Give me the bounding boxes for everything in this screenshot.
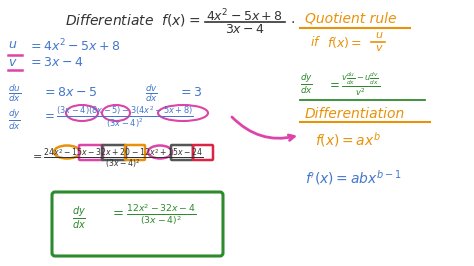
Text: $4x^2-5x+8$: $4x^2-5x+8$: [207, 8, 283, 24]
Text: $if$: $if$: [310, 35, 321, 49]
Text: $\frac{dy}{dx}$: $\frac{dy}{dx}$: [300, 72, 313, 96]
Text: $v$: $v$: [375, 43, 384, 53]
Text: $\frac{dv}{dx}$: $\frac{dv}{dx}$: [145, 82, 158, 104]
Text: $f'(x) = abx^{b-1}$: $f'(x) = abx^{b-1}$: [305, 168, 401, 187]
Text: $= 3$: $= 3$: [178, 86, 202, 99]
Text: $= \frac{(3x-4)(8x-5) - 3(4x^2-5x+8)}{(3x-4)^2}$: $= \frac{(3x-4)(8x-5) - 3(4x^2-5x+8)}{(3…: [42, 105, 194, 130]
Text: $= \frac{v\frac{du}{dx} - u\frac{dv}{dx}}{v^2}$: $= \frac{v\frac{du}{dx} - u\frac{dv}{dx}…: [327, 70, 380, 98]
Text: $=  4x^2 - 5x + 8$: $= 4x^2 - 5x + 8$: [28, 38, 120, 55]
Text: $v$: $v$: [8, 56, 18, 69]
Text: $=  3x - 4$: $= 3x - 4$: [28, 56, 83, 69]
Text: $u$: $u$: [8, 38, 18, 51]
Text: $\frac{dy}{dx}$: $\frac{dy}{dx}$: [72, 205, 86, 231]
Text: $= \frac{24x^2-15x-32x+20-12x^2+15x-24}{(3x-4)^2}$: $= \frac{24x^2-15x-32x+20-12x^2+15x-24}{…: [30, 148, 203, 170]
Text: $= 8x - 5$: $= 8x - 5$: [42, 86, 97, 99]
Text: $f(x) = ax^b$: $f(x) = ax^b$: [315, 130, 381, 149]
Text: $.$: $.$: [290, 12, 299, 26]
Text: $\frac{du}{dx}$: $\frac{du}{dx}$: [8, 82, 21, 104]
Text: $= \frac{12x^2-32x-4}{(3x-4)^2}$: $= \frac{12x^2-32x-4}{(3x-4)^2}$: [110, 203, 196, 228]
Text: Differentiate  $f(x)=$: Differentiate $f(x)=$: [65, 12, 200, 28]
Text: Differentiation: Differentiation: [305, 107, 405, 121]
Text: $u$: $u$: [375, 30, 383, 40]
Text: $\frac{dy}{dx}$: $\frac{dy}{dx}$: [8, 108, 21, 132]
Text: $3x-4$: $3x-4$: [225, 23, 265, 36]
Text: $f(x) =$: $f(x) =$: [327, 35, 362, 50]
Text: Quotient rule: Quotient rule: [305, 12, 396, 26]
